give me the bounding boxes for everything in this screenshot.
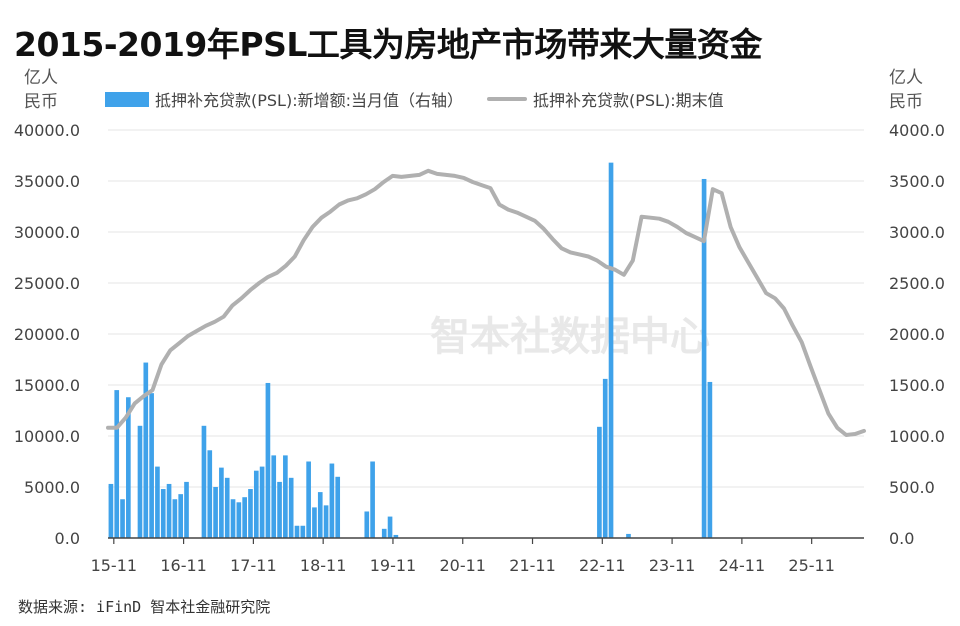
right-axis-unit: 亿人 民币 xyxy=(889,68,923,112)
x-tick-label: 17-11 xyxy=(230,556,277,575)
bar xyxy=(253,470,259,538)
bar xyxy=(294,525,300,538)
bar xyxy=(114,390,120,538)
x-tick-label: 22-11 xyxy=(579,556,626,575)
bar xyxy=(393,534,399,538)
bar xyxy=(602,378,608,538)
bar xyxy=(312,507,317,538)
left-tick-label: 30000.0 xyxy=(14,223,80,242)
bar xyxy=(178,494,184,538)
left-axis-unit: 亿人 民币 xyxy=(24,68,58,112)
legend: 抵押补充贷款(PSL):新增额:当月值（右轴） 抵押补充贷款(PSL):期末值 xyxy=(105,88,724,110)
bar xyxy=(317,492,323,538)
line-series-psl-balance xyxy=(106,168,866,437)
left-tick-label: 40000.0 xyxy=(14,121,80,140)
bar xyxy=(265,382,271,538)
left-tick-label: 0.0 xyxy=(55,529,80,548)
x-tick-label: 18-11 xyxy=(300,556,347,575)
bar xyxy=(149,393,154,538)
x-tick-label: 20-11 xyxy=(439,556,486,575)
bar xyxy=(166,483,172,538)
left-tick-label: 5000.0 xyxy=(24,478,80,497)
bar xyxy=(283,455,288,538)
bar xyxy=(143,362,149,538)
legend-line-label: 抵押补充贷款(PSL):期末值 xyxy=(533,91,724,110)
bar xyxy=(370,461,375,538)
right-tick-label: 2500.0 xyxy=(889,274,945,293)
bar xyxy=(364,511,370,538)
right-tick-label: 3500.0 xyxy=(889,172,945,191)
bar xyxy=(387,516,393,538)
legend-bar-swatch xyxy=(105,91,149,107)
bar xyxy=(597,426,602,538)
bar xyxy=(707,381,713,538)
bar xyxy=(236,502,242,538)
left-tick-label: 15000.0 xyxy=(14,376,80,395)
left-tick-label: 25000.0 xyxy=(14,274,80,293)
bar xyxy=(271,455,277,538)
right-tick-label: 4000.0 xyxy=(889,121,945,140)
bar xyxy=(248,489,253,538)
bar xyxy=(381,528,387,538)
bar xyxy=(219,467,224,538)
bar xyxy=(230,499,236,538)
bar xyxy=(201,425,207,538)
bar xyxy=(300,525,306,538)
bar xyxy=(108,483,114,538)
bar xyxy=(626,533,631,538)
x-tick-label: 16-11 xyxy=(160,556,207,575)
bar xyxy=(701,178,707,538)
bar xyxy=(207,450,213,538)
left-tick-label: 10000.0 xyxy=(14,427,80,446)
bar xyxy=(288,477,294,538)
bar xyxy=(224,477,230,538)
bar xyxy=(242,497,247,538)
bar xyxy=(120,499,125,538)
bar xyxy=(323,505,329,538)
bar xyxy=(608,162,614,538)
right-tick-label: 3000.0 xyxy=(889,223,945,242)
bar xyxy=(137,425,143,538)
bar xyxy=(277,481,282,538)
bar xyxy=(259,466,265,538)
bar xyxy=(335,476,341,538)
x-tick-label: 15-11 xyxy=(91,556,138,575)
bar xyxy=(160,489,166,538)
right-tick-label: 500.0 xyxy=(889,478,935,497)
x-tick-label: 25-11 xyxy=(788,556,835,575)
x-tick-label: 19-11 xyxy=(370,556,417,575)
left-tick-label: 20000.0 xyxy=(14,325,80,344)
bar xyxy=(213,487,218,538)
right-tick-label: 1000.0 xyxy=(889,427,945,446)
right-tick-label: 0.0 xyxy=(889,529,914,548)
x-tick-label: 24-11 xyxy=(719,556,766,575)
left-tick-label: 35000.0 xyxy=(14,172,80,191)
bar xyxy=(306,461,311,538)
bar xyxy=(329,463,335,538)
source-note: 数据来源: iFinD 智本社金融研究院 xyxy=(18,598,271,616)
bar xyxy=(172,499,178,538)
legend-line-swatch xyxy=(487,97,527,101)
x-tick-label: 23-11 xyxy=(649,556,696,575)
x-tick-label: 21-11 xyxy=(509,556,556,575)
chart-title: 2015-2019年PSL工具为房地产市场带来大量资金 xyxy=(14,25,762,64)
legend-bar-label: 抵押补充贷款(PSL):新增额:当月值（右轴） xyxy=(155,91,463,110)
right-tick-label: 2000.0 xyxy=(889,325,945,344)
watermark: 智本社数据中心 xyxy=(430,314,710,360)
bar xyxy=(184,481,189,538)
bar xyxy=(126,397,131,538)
bar xyxy=(155,466,160,538)
right-tick-label: 1500.0 xyxy=(889,376,945,395)
